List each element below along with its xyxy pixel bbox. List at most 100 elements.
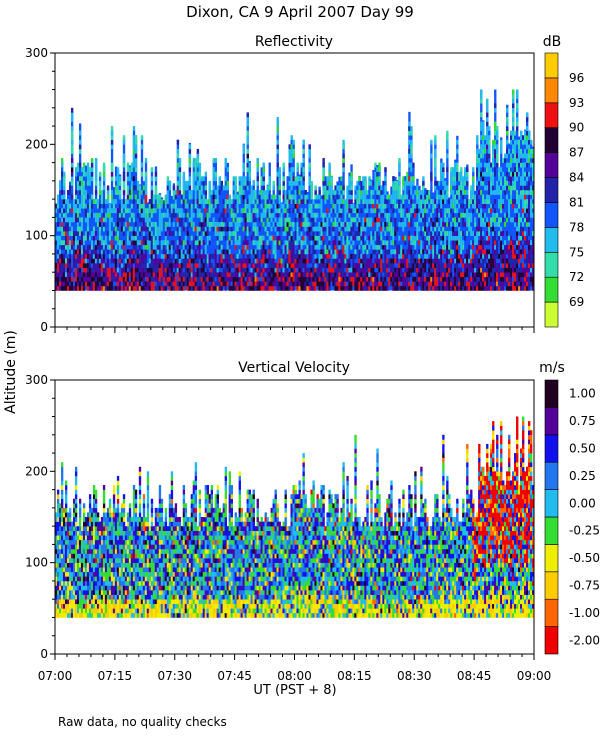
reflectivity-cell [276,148,279,154]
reflectivity-cell [464,281,467,287]
reflectivity-cell [290,263,293,268]
reflectivity-cell [214,199,218,204]
reflectivity-cell [82,249,86,255]
reflectivity-cell [55,235,58,241]
reflectivity-cell [418,258,421,264]
reflectivity-cell [462,285,465,291]
reflectivity-cell [338,235,341,241]
reflectivity-cell [376,272,379,278]
reflectivity-cell [448,281,451,287]
reflectivity-cell [94,253,98,259]
reflectivity-cell [490,208,493,214]
reflectivity-cell [312,285,315,291]
reflectivity-cell [392,231,395,236]
reflectivity-cell [58,285,62,291]
reflectivity-cell [164,226,168,232]
reflectivity-cell [262,190,265,195]
reflectivity-cell [168,231,172,236]
reflectivity-cell [516,176,519,182]
reflectivity-cell [128,253,132,259]
reflectivity-cell [134,226,138,232]
reflectivity-column [136,183,140,291]
reflectivity-cell [324,249,327,255]
reflectivity-cell [296,185,299,191]
reflectivity-cell [214,272,218,278]
reflectivity-cell [336,258,339,264]
reflectivity-cell [482,272,485,278]
reflectivity-cell [316,203,319,209]
reflectivity-cell [358,217,361,223]
reflectivity-cell [292,148,295,154]
reflectivity-cell [176,148,180,154]
reflectivity-cell [314,276,317,282]
reflectivity-cell [482,130,485,136]
reflectivity-cell [114,285,118,291]
velocity-panel: Vertical Velocity 07:00 07:15 07:30 07:45 08… [25,360,600,683]
reflectivity-cell [482,199,485,204]
reflectivity-cell [262,263,265,268]
reflectivity-cell [380,226,383,232]
reflectivity-cell [264,226,267,232]
reflectivity-cell [370,221,373,227]
reflectivity-cell [446,231,449,236]
reflectivity-cell [78,144,82,150]
reflectivity-cell [444,285,447,291]
reflectivity-cell [216,231,220,236]
reflectivity-cell [278,185,281,191]
reflectivity-cell [314,253,317,259]
reflectivity-cell [430,263,433,268]
reflectivity-cell [178,249,182,255]
reflectivity-cell [378,162,381,168]
reflectivity-column [124,199,128,291]
velocity-cell [55,599,58,605]
reflectivity-cell [468,199,471,204]
reflectivity-cell [118,217,122,223]
reflectivity-column [182,175,186,291]
reflectivity-cell [518,153,521,159]
reflectivity-cell [444,231,447,236]
reflectivity-cell [198,212,202,218]
reflectivity-cell [318,190,321,195]
reflectivity-cell [520,190,523,195]
reflectivity-cell [116,221,120,227]
reflectivity-cell [488,231,491,236]
reflectivity-cell [366,258,369,264]
reflectivity-cell [492,281,495,287]
reflectivity-cell [326,272,329,278]
reflectivity-cell [196,240,200,246]
reflectivity-cell [382,221,385,227]
reflectivity-cell [486,167,489,173]
reflectivity-cell [150,249,154,255]
reflectivity-cell [240,176,243,182]
velocity-cell [56,585,60,591]
reflectivity-cell [362,235,365,241]
reflectivity-cell [314,203,317,209]
reflectivity-cell [170,285,174,291]
reflectivity-cell [150,190,154,195]
reflectivity-cell [220,263,223,268]
reflectivity-cell [200,240,204,246]
reflectivity-cell [96,272,100,278]
reflectivity-cell [340,249,343,255]
reflectivity-cell [468,281,471,287]
reflectivity-cell [524,185,527,191]
reflectivity-cell [356,235,359,241]
reflectivity-cell [464,212,467,218]
reflectivity-cell [262,267,265,273]
reflectivity-cell [166,199,170,204]
reflectivity-cell [414,231,417,236]
reflectivity-cell [204,221,208,227]
reflectivity-column [298,174,301,291]
reflectivity-cell [398,272,401,278]
reflectivity-cell [76,285,80,291]
reflectivity-cell [102,285,106,291]
reflectivity-cell [456,176,459,182]
reflectivity-cell [446,263,449,268]
reflectivity-cell [528,226,531,232]
reflectivity-cell [404,263,407,268]
reflectivity-cell [180,199,184,204]
reflectivity-cell [80,167,84,173]
reflectivity-cell [530,258,533,264]
reflectivity-cell [446,185,449,191]
reflectivity-cell [278,285,281,291]
